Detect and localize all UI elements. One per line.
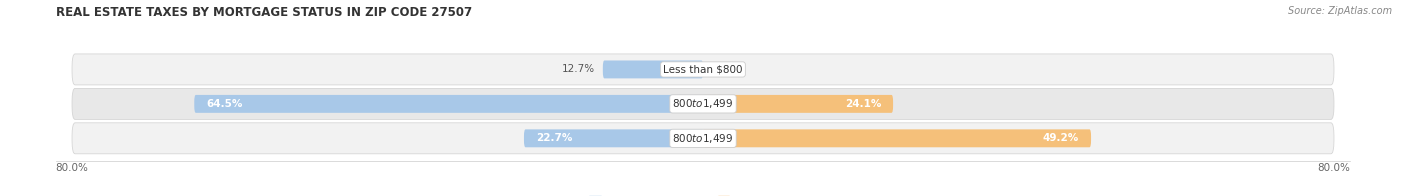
FancyBboxPatch shape — [524, 129, 703, 147]
FancyBboxPatch shape — [703, 129, 1091, 147]
Text: Less than $800: Less than $800 — [664, 64, 742, 74]
Text: 24.1%: 24.1% — [845, 99, 882, 109]
Text: $800 to $1,499: $800 to $1,499 — [672, 132, 734, 145]
Text: 12.7%: 12.7% — [562, 64, 595, 74]
Text: 49.2%: 49.2% — [1043, 133, 1080, 143]
FancyBboxPatch shape — [72, 54, 1334, 85]
FancyBboxPatch shape — [72, 88, 1334, 119]
FancyBboxPatch shape — [603, 61, 703, 78]
Text: 0.0%: 0.0% — [711, 64, 737, 74]
FancyBboxPatch shape — [72, 123, 1334, 154]
FancyBboxPatch shape — [194, 95, 703, 113]
Text: 22.7%: 22.7% — [536, 133, 572, 143]
Text: 64.5%: 64.5% — [207, 99, 242, 109]
Legend: Without Mortgage, With Mortgage: Without Mortgage, With Mortgage — [585, 191, 821, 196]
FancyBboxPatch shape — [703, 95, 893, 113]
Text: REAL ESTATE TAXES BY MORTGAGE STATUS IN ZIP CODE 27507: REAL ESTATE TAXES BY MORTGAGE STATUS IN … — [56, 6, 472, 19]
Text: Source: ZipAtlas.com: Source: ZipAtlas.com — [1288, 6, 1392, 16]
Text: $800 to $1,499: $800 to $1,499 — [672, 97, 734, 110]
